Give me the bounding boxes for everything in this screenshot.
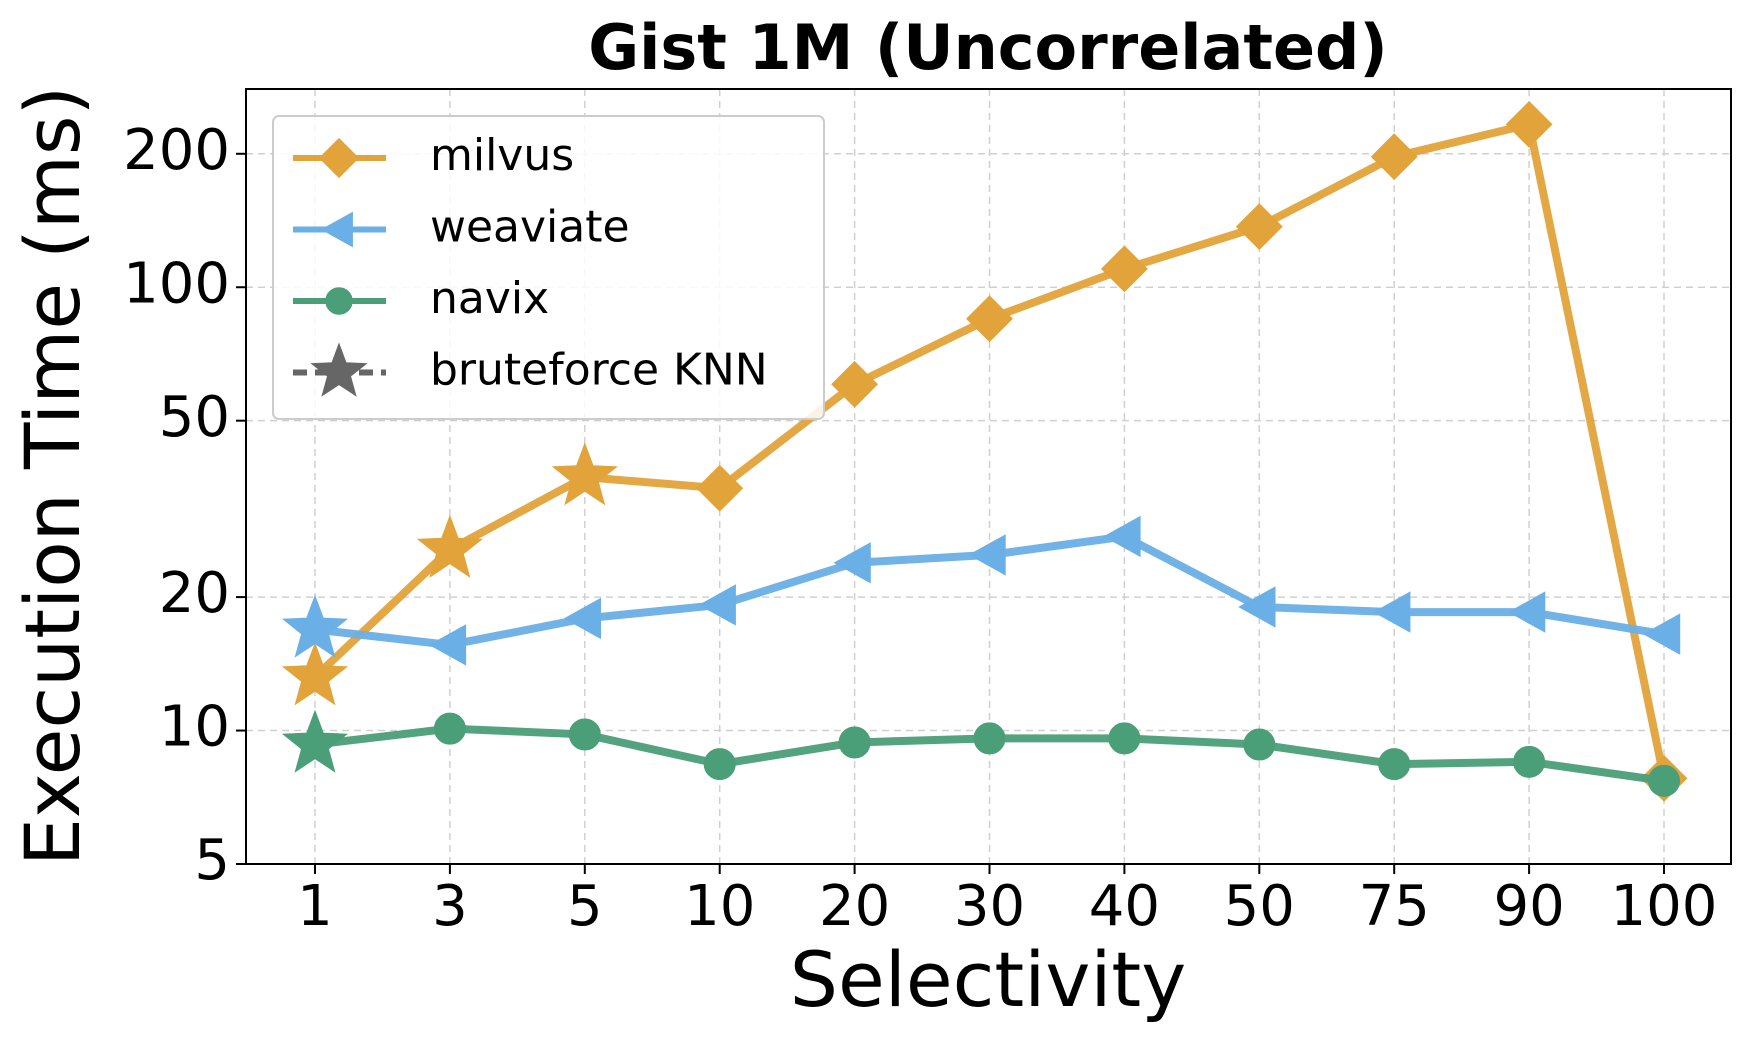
legend-label: milvus xyxy=(430,130,574,181)
marker xyxy=(568,718,601,751)
y-tick-label: 100 xyxy=(123,251,230,316)
marker xyxy=(1370,133,1418,181)
marker xyxy=(1508,591,1546,633)
x-tick-label: 1 xyxy=(297,874,333,939)
marker xyxy=(696,464,744,512)
legend: milvus weaviate navix bruteforce KNN xyxy=(272,115,825,420)
marker xyxy=(1103,515,1141,558)
marker xyxy=(838,726,871,759)
y-tick-label: 10 xyxy=(159,695,230,760)
marker xyxy=(968,534,1006,576)
x-tick-label: 90 xyxy=(1493,874,1564,939)
plot-frame xyxy=(245,88,1732,865)
x-tick-label: 40 xyxy=(1089,874,1160,939)
x-axis-label: Selectivity xyxy=(790,935,1186,1024)
y-tick-label: 50 xyxy=(159,385,230,450)
x-tick-label: 50 xyxy=(1224,874,1295,939)
legend-label: weaviate xyxy=(430,202,630,253)
marker xyxy=(433,712,466,745)
marker xyxy=(698,584,736,626)
marker xyxy=(703,748,736,781)
marker xyxy=(320,211,353,248)
legend-box xyxy=(272,115,825,420)
marker xyxy=(1648,764,1680,797)
x-tick-label: 100 xyxy=(1611,874,1718,939)
marker xyxy=(1373,591,1411,633)
marker xyxy=(1513,745,1546,778)
y-axis-label: Execution Time (ms) xyxy=(8,86,97,866)
marker xyxy=(1642,613,1681,655)
y-tick-label: 5 xyxy=(194,828,230,893)
marker xyxy=(831,360,879,408)
marker xyxy=(318,137,360,179)
x-tick-label: 20 xyxy=(819,874,890,939)
marker xyxy=(1243,728,1276,761)
marker xyxy=(1235,203,1283,251)
x-tick-label: 5 xyxy=(567,874,603,939)
marker xyxy=(973,722,1006,755)
marker xyxy=(1378,748,1411,781)
marker xyxy=(563,597,601,640)
x-tick-label: 75 xyxy=(1359,874,1430,939)
marker xyxy=(310,342,368,397)
x-tick-label: 30 xyxy=(954,874,1025,939)
marker xyxy=(1505,100,1553,148)
x-tick-label: 3 xyxy=(432,874,468,939)
legend-label: navix xyxy=(430,273,549,324)
marker xyxy=(325,287,353,315)
marker xyxy=(966,295,1013,343)
marker xyxy=(1238,586,1276,628)
marker xyxy=(551,442,618,506)
marker xyxy=(1108,722,1141,755)
marker xyxy=(833,542,871,584)
marker xyxy=(416,514,484,578)
y-tick-label: 20 xyxy=(159,561,230,626)
chart-title: Gist 1M (Uncorrelated) xyxy=(588,11,1388,84)
marker xyxy=(1100,245,1148,293)
marker xyxy=(281,709,349,773)
legend-label: bruteforce KNN xyxy=(430,345,768,396)
y-tick-label: 200 xyxy=(123,118,230,183)
marker xyxy=(281,642,349,706)
x-tick-label: 10 xyxy=(684,874,755,939)
marker xyxy=(281,594,349,658)
marker xyxy=(428,624,467,666)
